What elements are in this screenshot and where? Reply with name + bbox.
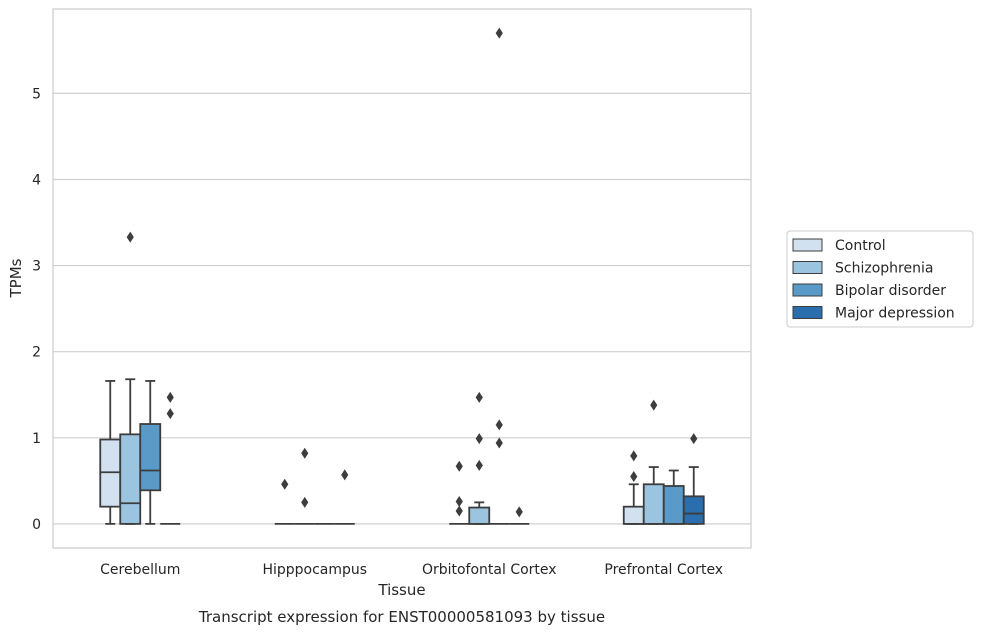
x-axis-label: Tissue — [377, 581, 425, 599]
y-tick-label: 4 — [32, 172, 41, 188]
y-axis-label: TPMs — [7, 258, 25, 298]
outlier-point — [166, 391, 174, 403]
box-group — [160, 391, 181, 525]
box-group — [449, 460, 470, 525]
outlier-point — [475, 459, 483, 471]
box-group — [622, 450, 645, 525]
outlier-point — [126, 231, 134, 243]
outlier-point — [630, 450, 638, 462]
legend-items: Control Schizophrenia Bipolar disorder Majo… — [792, 238, 955, 322]
outlier-point — [495, 27, 503, 39]
outlier-point — [515, 506, 523, 518]
legend-swatch — [792, 306, 823, 319]
x-tick-label: Hipppocampus — [262, 562, 367, 578]
x-tick-label: Prefrontal Cortex — [604, 562, 723, 578]
box-group — [99, 380, 122, 525]
plot-frame — [52, 8, 752, 549]
boxes-layer — [99, 27, 705, 525]
outlier-point — [301, 496, 309, 508]
box — [642, 483, 665, 525]
chart-caption: Transcript expression for ENST0000058109… — [198, 608, 605, 626]
box-group — [509, 506, 530, 525]
y-tick-labels: 0 1 2 3 4 5 — [32, 86, 41, 533]
box-group — [682, 433, 705, 525]
legend-label: Control — [835, 238, 886, 254]
outlier-point — [690, 433, 698, 445]
outlier-point — [650, 399, 658, 411]
y-tick-label: 5 — [32, 86, 41, 102]
x-tick-labels: Cerebellum Hipppocampus Orbitofontal Corte… — [100, 562, 723, 578]
outlier-point — [455, 505, 463, 517]
box — [682, 495, 705, 525]
y-tick-label: 1 — [32, 431, 41, 447]
box-group — [294, 447, 315, 525]
box-group — [489, 27, 510, 525]
legend-swatch — [792, 238, 823, 252]
box-group — [468, 391, 491, 525]
legend: Control Schizophrenia Bipolar disorder Majo… — [786, 230, 974, 328]
outlier-point — [301, 447, 309, 459]
outlier-point — [475, 391, 483, 403]
outlier-point — [495, 437, 503, 449]
outlier-point — [455, 460, 463, 472]
box-group — [334, 469, 355, 525]
outlier-point — [455, 496, 463, 508]
legend-swatch — [792, 261, 823, 274]
outlier-point — [341, 469, 349, 481]
legend-swatch — [792, 283, 823, 297]
outlier-point — [166, 408, 174, 420]
outlier-point — [630, 471, 638, 483]
box — [468, 506, 491, 525]
y-tick-label: 3 — [32, 259, 41, 275]
legend-frame — [786, 230, 974, 328]
box — [662, 485, 685, 525]
box — [119, 433, 142, 525]
legend-label: Schizophrenia — [835, 261, 933, 277]
y-tick-label: 2 — [32, 345, 41, 361]
legend-label: Bipolar disorder — [835, 283, 946, 299]
legend-label: Major depression — [835, 306, 955, 322]
y-tick-label: 0 — [32, 517, 41, 533]
x-tick-label: Orbitofontal Cortex — [422, 562, 557, 578]
outlier-point — [495, 419, 503, 431]
box-group — [274, 478, 295, 525]
box-group — [139, 380, 162, 525]
x-tick-label: Cerebellum — [100, 562, 180, 578]
outlier-point — [475, 433, 483, 445]
box — [622, 505, 645, 525]
box — [139, 423, 162, 492]
box-group — [662, 469, 685, 525]
outlier-point — [281, 478, 289, 490]
